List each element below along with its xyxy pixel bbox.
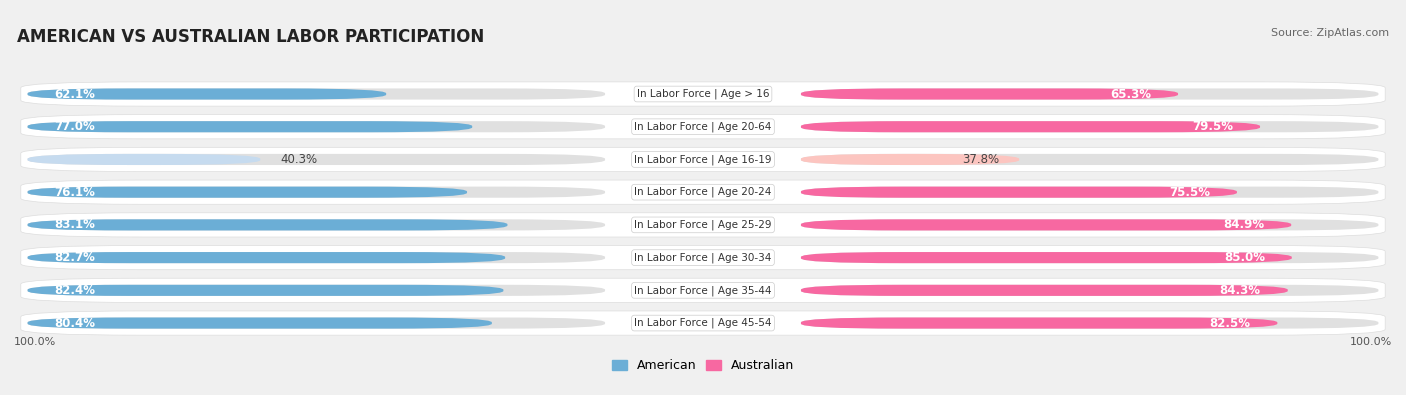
FancyBboxPatch shape: [801, 121, 1260, 132]
FancyBboxPatch shape: [21, 180, 1385, 204]
FancyBboxPatch shape: [28, 186, 467, 198]
FancyBboxPatch shape: [28, 121, 472, 132]
FancyBboxPatch shape: [28, 88, 605, 100]
FancyBboxPatch shape: [28, 318, 605, 329]
Text: AMERICAN VS AUSTRALIAN LABOR PARTICIPATION: AMERICAN VS AUSTRALIAN LABOR PARTICIPATI…: [17, 28, 484, 46]
FancyBboxPatch shape: [21, 246, 1385, 270]
FancyBboxPatch shape: [801, 88, 1178, 100]
Text: 76.1%: 76.1%: [55, 186, 96, 199]
Text: In Labor Force | Age 45-54: In Labor Force | Age 45-54: [634, 318, 772, 328]
FancyBboxPatch shape: [801, 186, 1237, 198]
Text: In Labor Force | Age 30-34: In Labor Force | Age 30-34: [634, 252, 772, 263]
FancyBboxPatch shape: [801, 318, 1278, 329]
FancyBboxPatch shape: [28, 219, 508, 230]
FancyBboxPatch shape: [21, 311, 1385, 335]
Text: 80.4%: 80.4%: [55, 316, 96, 329]
Text: 62.1%: 62.1%: [55, 88, 96, 100]
Text: In Labor Force | Age 20-64: In Labor Force | Age 20-64: [634, 122, 772, 132]
Text: Source: ZipAtlas.com: Source: ZipAtlas.com: [1271, 28, 1389, 38]
FancyBboxPatch shape: [28, 186, 605, 198]
FancyBboxPatch shape: [21, 278, 1385, 303]
FancyBboxPatch shape: [801, 285, 1378, 296]
FancyBboxPatch shape: [801, 285, 1288, 296]
Text: 82.5%: 82.5%: [1209, 316, 1250, 329]
FancyBboxPatch shape: [28, 219, 605, 230]
Text: In Labor Force | Age 35-44: In Labor Force | Age 35-44: [634, 285, 772, 295]
Text: 84.3%: 84.3%: [1220, 284, 1261, 297]
FancyBboxPatch shape: [801, 154, 1378, 165]
FancyBboxPatch shape: [801, 154, 1019, 165]
FancyBboxPatch shape: [28, 88, 387, 100]
FancyBboxPatch shape: [801, 219, 1291, 230]
Text: 82.4%: 82.4%: [55, 284, 96, 297]
FancyBboxPatch shape: [28, 285, 605, 296]
Text: In Labor Force | Age 16-19: In Labor Force | Age 16-19: [634, 154, 772, 165]
Text: 85.0%: 85.0%: [1223, 251, 1265, 264]
Text: 77.0%: 77.0%: [55, 120, 96, 133]
FancyBboxPatch shape: [28, 252, 605, 263]
FancyBboxPatch shape: [801, 252, 1292, 263]
Text: 75.5%: 75.5%: [1168, 186, 1211, 199]
Text: 100.0%: 100.0%: [1350, 337, 1392, 347]
FancyBboxPatch shape: [21, 115, 1385, 139]
FancyBboxPatch shape: [28, 154, 260, 165]
Text: 37.8%: 37.8%: [962, 153, 1000, 166]
Legend: American, Australian: American, Australian: [606, 354, 800, 377]
Text: 79.5%: 79.5%: [1192, 120, 1233, 133]
Text: 82.7%: 82.7%: [55, 251, 96, 264]
FancyBboxPatch shape: [801, 219, 1378, 230]
Text: In Labor Force | Age > 16: In Labor Force | Age > 16: [637, 89, 769, 99]
Text: 65.3%: 65.3%: [1109, 88, 1152, 100]
FancyBboxPatch shape: [801, 252, 1378, 263]
FancyBboxPatch shape: [21, 147, 1385, 171]
FancyBboxPatch shape: [28, 121, 605, 132]
FancyBboxPatch shape: [28, 318, 492, 329]
FancyBboxPatch shape: [801, 88, 1378, 100]
FancyBboxPatch shape: [28, 154, 605, 165]
FancyBboxPatch shape: [801, 121, 1378, 132]
FancyBboxPatch shape: [28, 285, 503, 296]
Text: In Labor Force | Age 25-29: In Labor Force | Age 25-29: [634, 220, 772, 230]
FancyBboxPatch shape: [21, 213, 1385, 237]
FancyBboxPatch shape: [28, 252, 505, 263]
Text: 100.0%: 100.0%: [14, 337, 56, 347]
Text: 84.9%: 84.9%: [1223, 218, 1264, 231]
FancyBboxPatch shape: [801, 186, 1378, 198]
Text: In Labor Force | Age 20-24: In Labor Force | Age 20-24: [634, 187, 772, 198]
Text: 83.1%: 83.1%: [55, 218, 96, 231]
Text: 40.3%: 40.3%: [281, 153, 318, 166]
FancyBboxPatch shape: [21, 82, 1385, 106]
FancyBboxPatch shape: [801, 318, 1378, 329]
